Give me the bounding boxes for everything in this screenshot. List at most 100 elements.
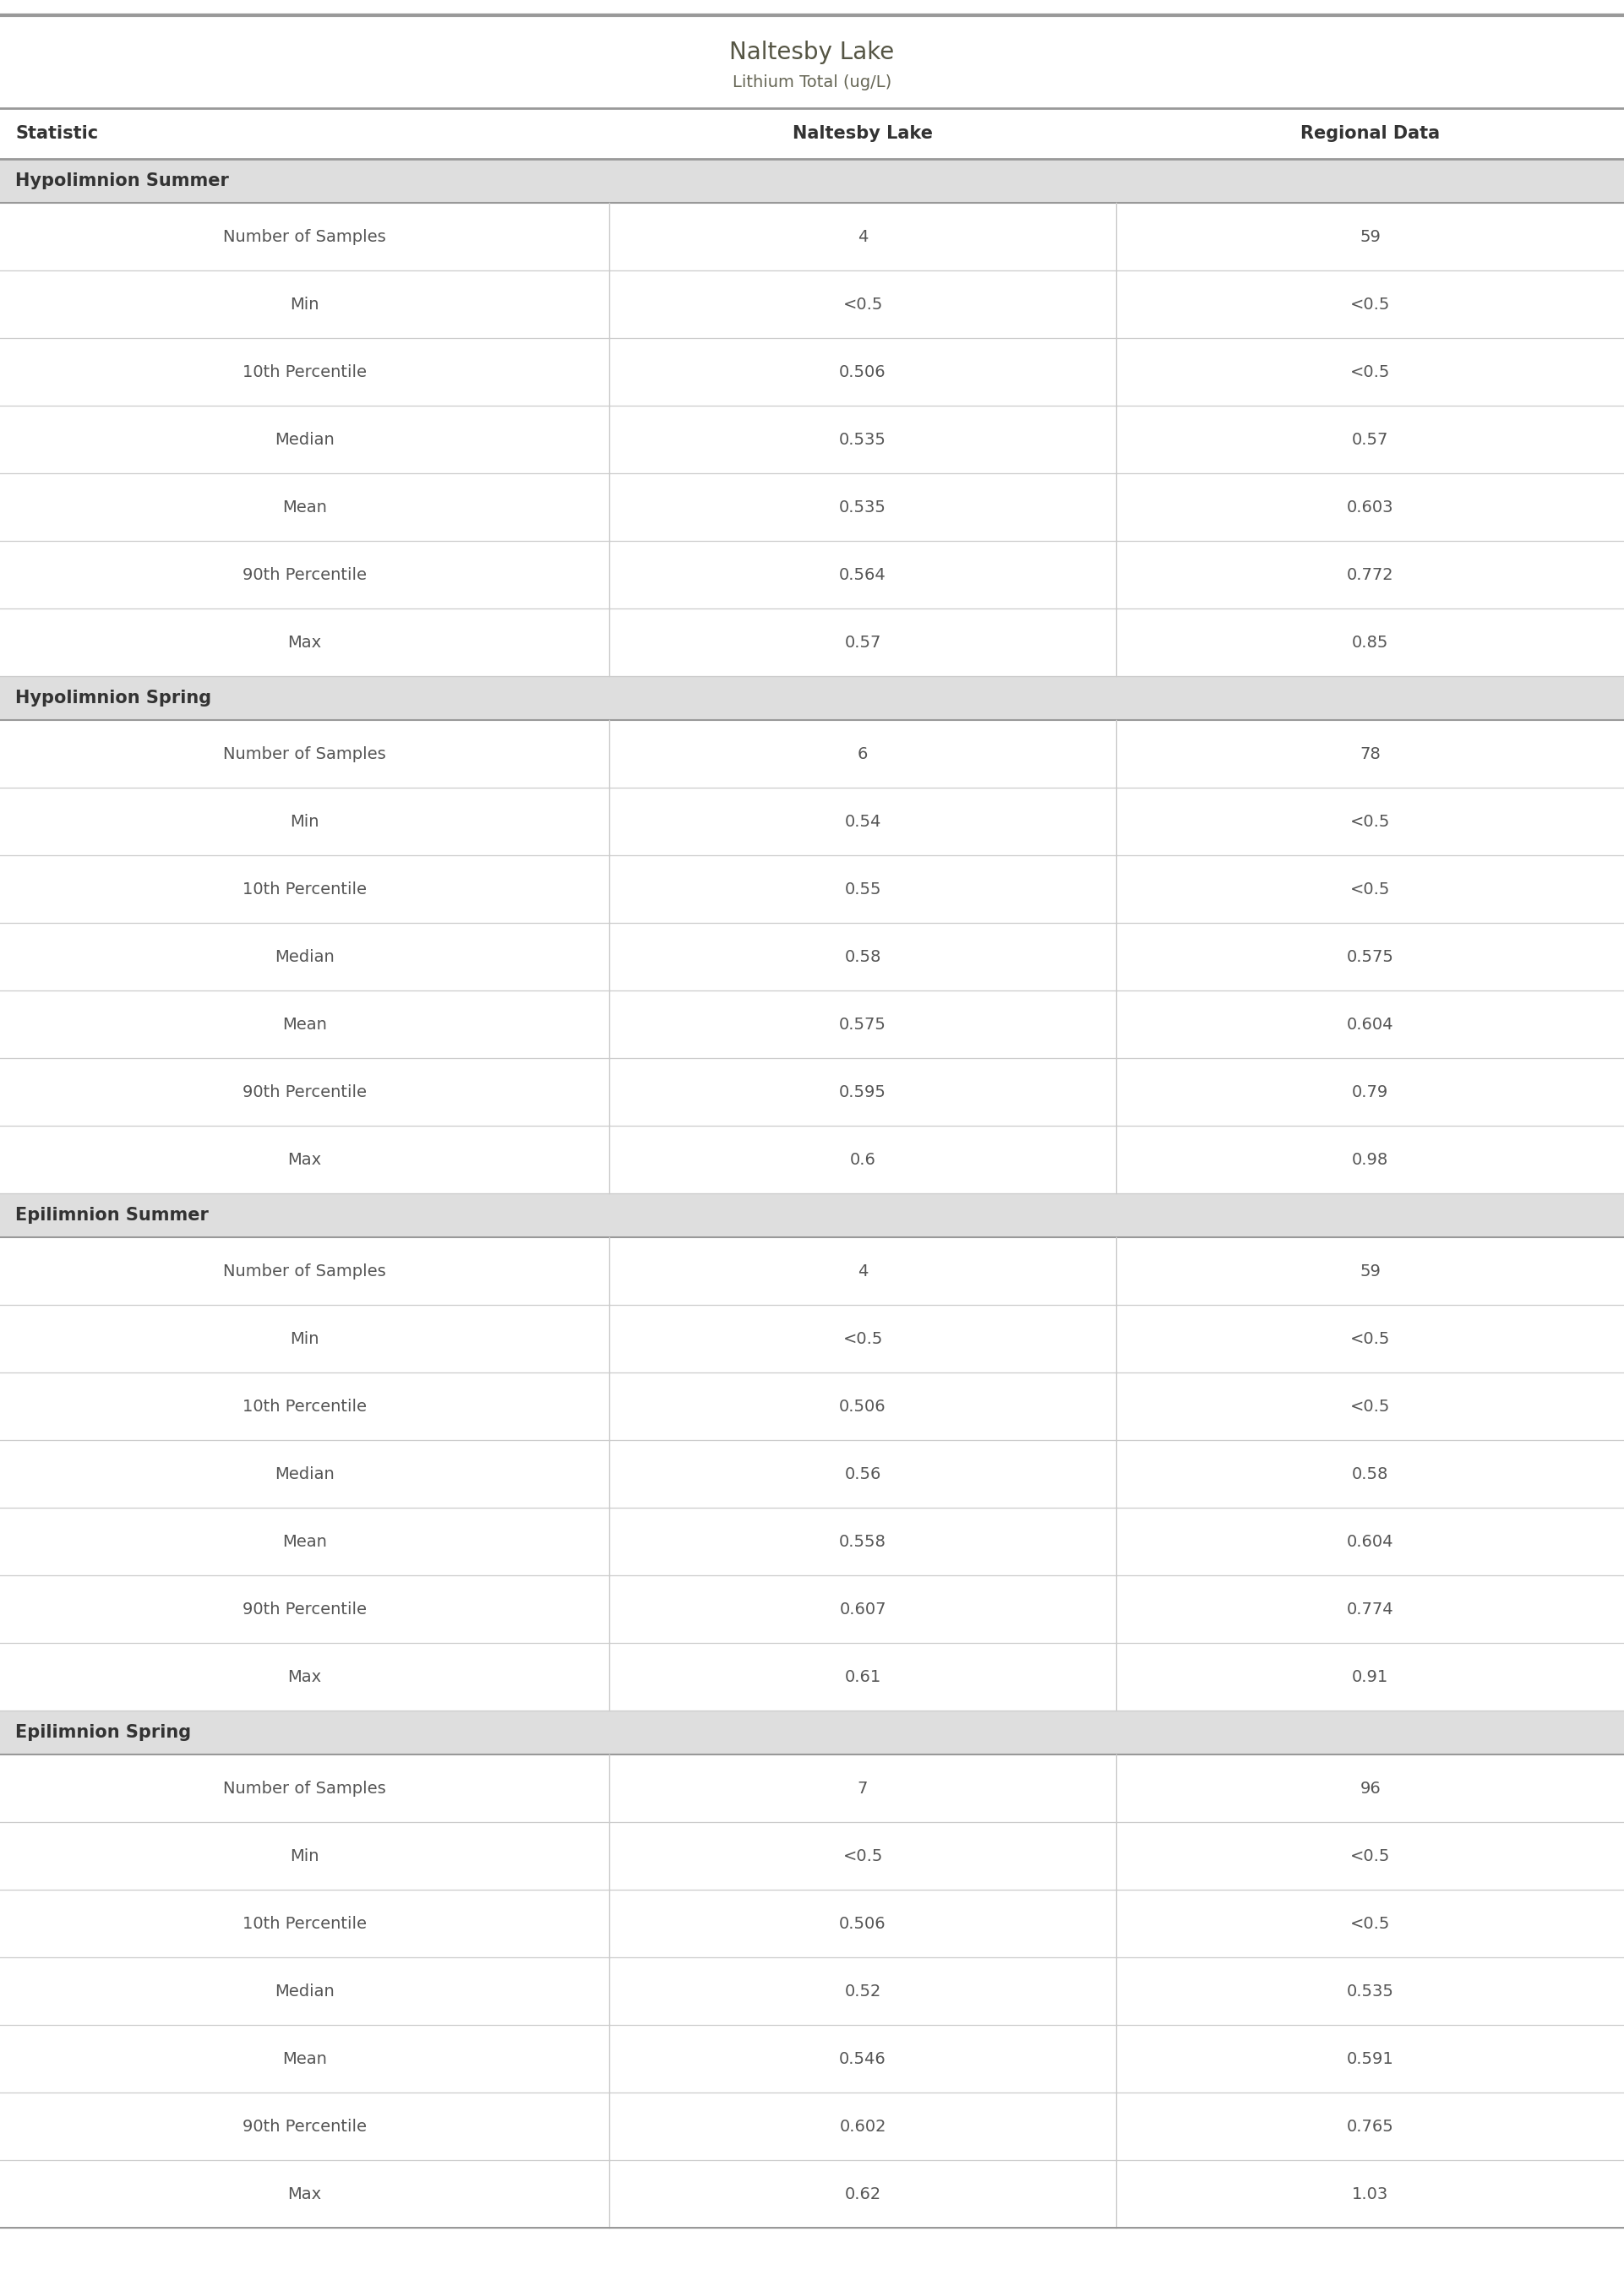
Bar [0, 2025, 1624, 2093]
Text: Naltesby Lake: Naltesby Lake [729, 41, 895, 64]
Bar [0, 540, 1624, 608]
Text: Mean: Mean [283, 2050, 326, 2066]
Text: 0.57: 0.57 [1351, 431, 1389, 447]
Text: 10th Percentile: 10th Percentile [242, 1916, 367, 1932]
Bar [0, 338, 1624, 406]
Text: 0.772: 0.772 [1346, 568, 1393, 583]
Bar [0, 924, 1624, 990]
Bar [0, 270, 1624, 338]
Text: 59: 59 [1359, 1262, 1380, 1278]
Text: Min: Min [291, 813, 318, 829]
Text: 0.591: 0.591 [1346, 2050, 1393, 2066]
Text: 6: 6 [857, 747, 867, 763]
Bar [0, 109, 1624, 159]
Bar [0, 1575, 1624, 1643]
Text: 0.58: 0.58 [1351, 1466, 1389, 1482]
Bar [0, 1058, 1624, 1126]
Text: 0.603: 0.603 [1346, 499, 1393, 515]
Text: Mean: Mean [283, 1017, 326, 1033]
Text: <0.5: <0.5 [1350, 881, 1390, 897]
Bar [0, 1439, 1624, 1507]
Bar [0, 720, 1624, 788]
Bar [0, 676, 1624, 720]
Text: 0.575: 0.575 [1346, 949, 1393, 965]
Text: 0.535: 0.535 [840, 431, 887, 447]
Text: 0.602: 0.602 [840, 2118, 887, 2134]
Text: 0.535: 0.535 [1346, 1984, 1393, 2000]
Text: Max: Max [287, 633, 322, 649]
Text: Min: Min [291, 1848, 318, 1864]
Bar [0, 202, 1624, 270]
Bar [0, 2161, 1624, 2227]
Text: Median: Median [274, 431, 335, 447]
Text: Number of Samples: Number of Samples [222, 747, 387, 763]
Text: Max: Max [287, 1668, 322, 1684]
Bar [0, 1194, 1624, 1237]
Text: 0.774: 0.774 [1346, 1600, 1393, 1616]
Bar [0, 1305, 1624, 1373]
Text: 0.52: 0.52 [844, 1984, 882, 2000]
Text: 0.604: 0.604 [1346, 1017, 1393, 1033]
Text: 4: 4 [857, 1262, 867, 1278]
Text: Max: Max [287, 2186, 322, 2202]
Text: 0.535: 0.535 [840, 499, 887, 515]
Text: 0.79: 0.79 [1351, 1083, 1389, 1101]
Bar [0, 2093, 1624, 2161]
Bar [0, 856, 1624, 924]
Text: Mean: Mean [283, 499, 326, 515]
Text: <0.5: <0.5 [1350, 363, 1390, 379]
Text: 0.575: 0.575 [840, 1017, 887, 1033]
Text: 90th Percentile: 90th Percentile [242, 568, 367, 583]
Text: Statistic: Statistic [15, 125, 97, 143]
Text: 0.62: 0.62 [844, 2186, 882, 2202]
Text: Median: Median [274, 949, 335, 965]
Text: 10th Percentile: 10th Percentile [242, 881, 367, 897]
Text: <0.5: <0.5 [1350, 1916, 1390, 1932]
Text: 0.98: 0.98 [1351, 1151, 1389, 1167]
Text: <0.5: <0.5 [1350, 1330, 1390, 1346]
Text: 0.58: 0.58 [844, 949, 882, 965]
Bar [0, 788, 1624, 856]
Bar [0, 1755, 1624, 1823]
Text: 90th Percentile: 90th Percentile [242, 1083, 367, 1101]
Bar [0, 608, 1624, 676]
Bar [0, 1643, 1624, 1712]
Text: 0.6: 0.6 [849, 1151, 875, 1167]
Text: 78: 78 [1359, 747, 1380, 763]
Text: 0.91: 0.91 [1351, 1668, 1389, 1684]
Text: Max: Max [287, 1151, 322, 1167]
Bar [0, 1712, 1624, 1755]
Text: Min: Min [291, 1330, 318, 1346]
Text: 4: 4 [857, 229, 867, 245]
Bar [0, 1237, 1624, 1305]
Text: Mean: Mean [283, 1535, 326, 1550]
Text: Number of Samples: Number of Samples [222, 1262, 387, 1278]
Text: 0.506: 0.506 [840, 1398, 887, 1414]
Text: 0.595: 0.595 [840, 1083, 887, 1101]
Text: Epilimnion Summer: Epilimnion Summer [15, 1208, 208, 1224]
Text: 0.564: 0.564 [840, 568, 887, 583]
Text: <0.5: <0.5 [1350, 813, 1390, 829]
Text: <0.5: <0.5 [843, 1848, 883, 1864]
Text: Lithium Total (ug/L): Lithium Total (ug/L) [732, 75, 892, 91]
Bar [0, 1889, 1624, 1957]
Text: 0.56: 0.56 [844, 1466, 882, 1482]
Text: Epilimnion Spring: Epilimnion Spring [15, 1723, 192, 1741]
Text: <0.5: <0.5 [843, 295, 883, 313]
Bar [0, 406, 1624, 472]
Bar [0, 472, 1624, 540]
Text: Hypolimnion Summer: Hypolimnion Summer [15, 173, 229, 188]
Text: 0.85: 0.85 [1351, 633, 1389, 649]
Text: 1.03: 1.03 [1351, 2186, 1389, 2202]
Text: 0.54: 0.54 [844, 813, 882, 829]
Text: 0.546: 0.546 [840, 2050, 887, 2066]
Text: Regional Data: Regional Data [1301, 125, 1440, 143]
Text: 0.506: 0.506 [840, 1916, 887, 1932]
Text: 10th Percentile: 10th Percentile [242, 1398, 367, 1414]
Text: <0.5: <0.5 [1350, 1398, 1390, 1414]
Text: 0.57: 0.57 [844, 633, 882, 649]
Text: 0.604: 0.604 [1346, 1535, 1393, 1550]
Text: 0.558: 0.558 [840, 1535, 887, 1550]
Text: <0.5: <0.5 [1350, 295, 1390, 313]
Text: Number of Samples: Number of Samples [222, 1780, 387, 1796]
